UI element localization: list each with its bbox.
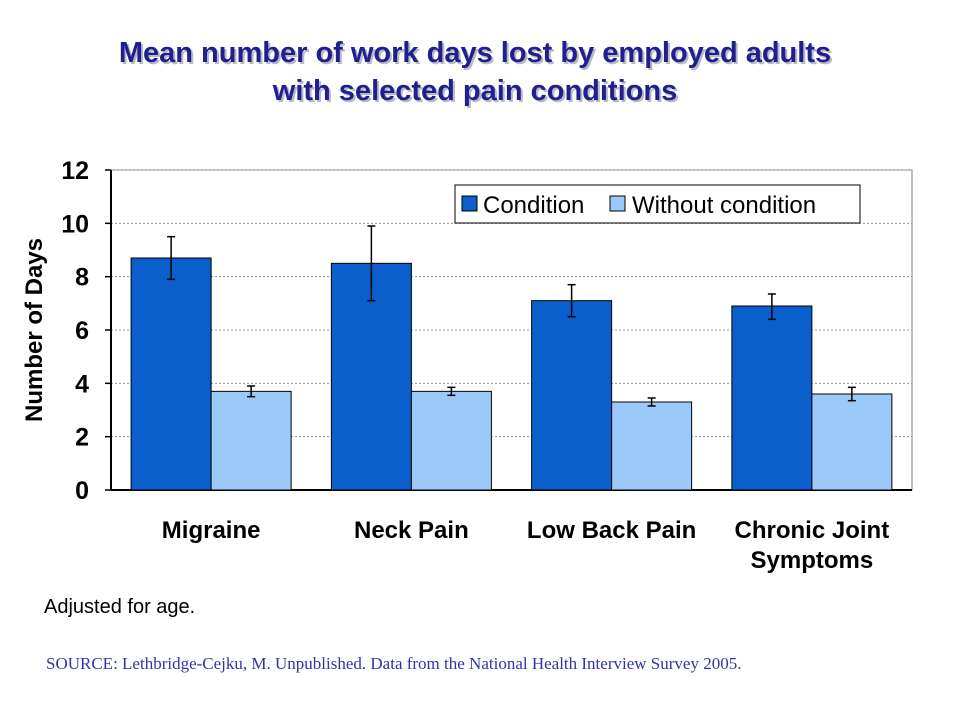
bar-without-condition [410,390,492,491]
x-category-label: Low Back Pain [527,517,696,544]
bar-without-condition [210,390,292,491]
bar-without-condition [611,401,693,491]
legend-label-without-condition: Without condition [632,192,816,219]
bar-condition [731,305,813,491]
legend-swatch-condition [461,195,478,212]
bar-condition [531,300,613,491]
source-citation: SOURCE: Lethbridge-Cejku, M. Unpublished… [46,654,742,673]
y-tick-label: 10 [61,210,89,238]
y-tick-label: 4 [75,370,89,398]
y-tick-label: 2 [75,424,89,452]
x-category-label: Chronic Joint [735,517,890,544]
x-category-label: Symptoms [751,547,874,574]
x-category-label: Neck Pain [354,517,469,544]
chart-title-line-1: Mean number of work days lost by employe… [118,37,832,69]
legend-swatch-without-condition [609,195,626,212]
bar-without-condition [811,393,893,491]
adjustment-note: Adjusted for age. [44,596,196,618]
bar-chart: 0 2 4 6 8 10 12 Number of Days Migraine Neck Pain… [21,157,913,574]
chart-title: Mean number of work days lost by employe… [0,34,950,110]
y-tick-label: 0 [75,477,89,505]
legend [454,184,861,224]
y-tick-label: 12 [61,157,89,185]
chart-title-line-2: with selected pain conditions [272,75,678,107]
bar-condition [130,257,212,491]
y-axis-label: Number of Days [21,238,48,422]
y-tick-label: 6 [75,317,89,345]
legend-label-condition: Condition [483,192,584,219]
x-category-label: Migraine [162,517,261,544]
y-tick-label: 8 [75,264,89,292]
